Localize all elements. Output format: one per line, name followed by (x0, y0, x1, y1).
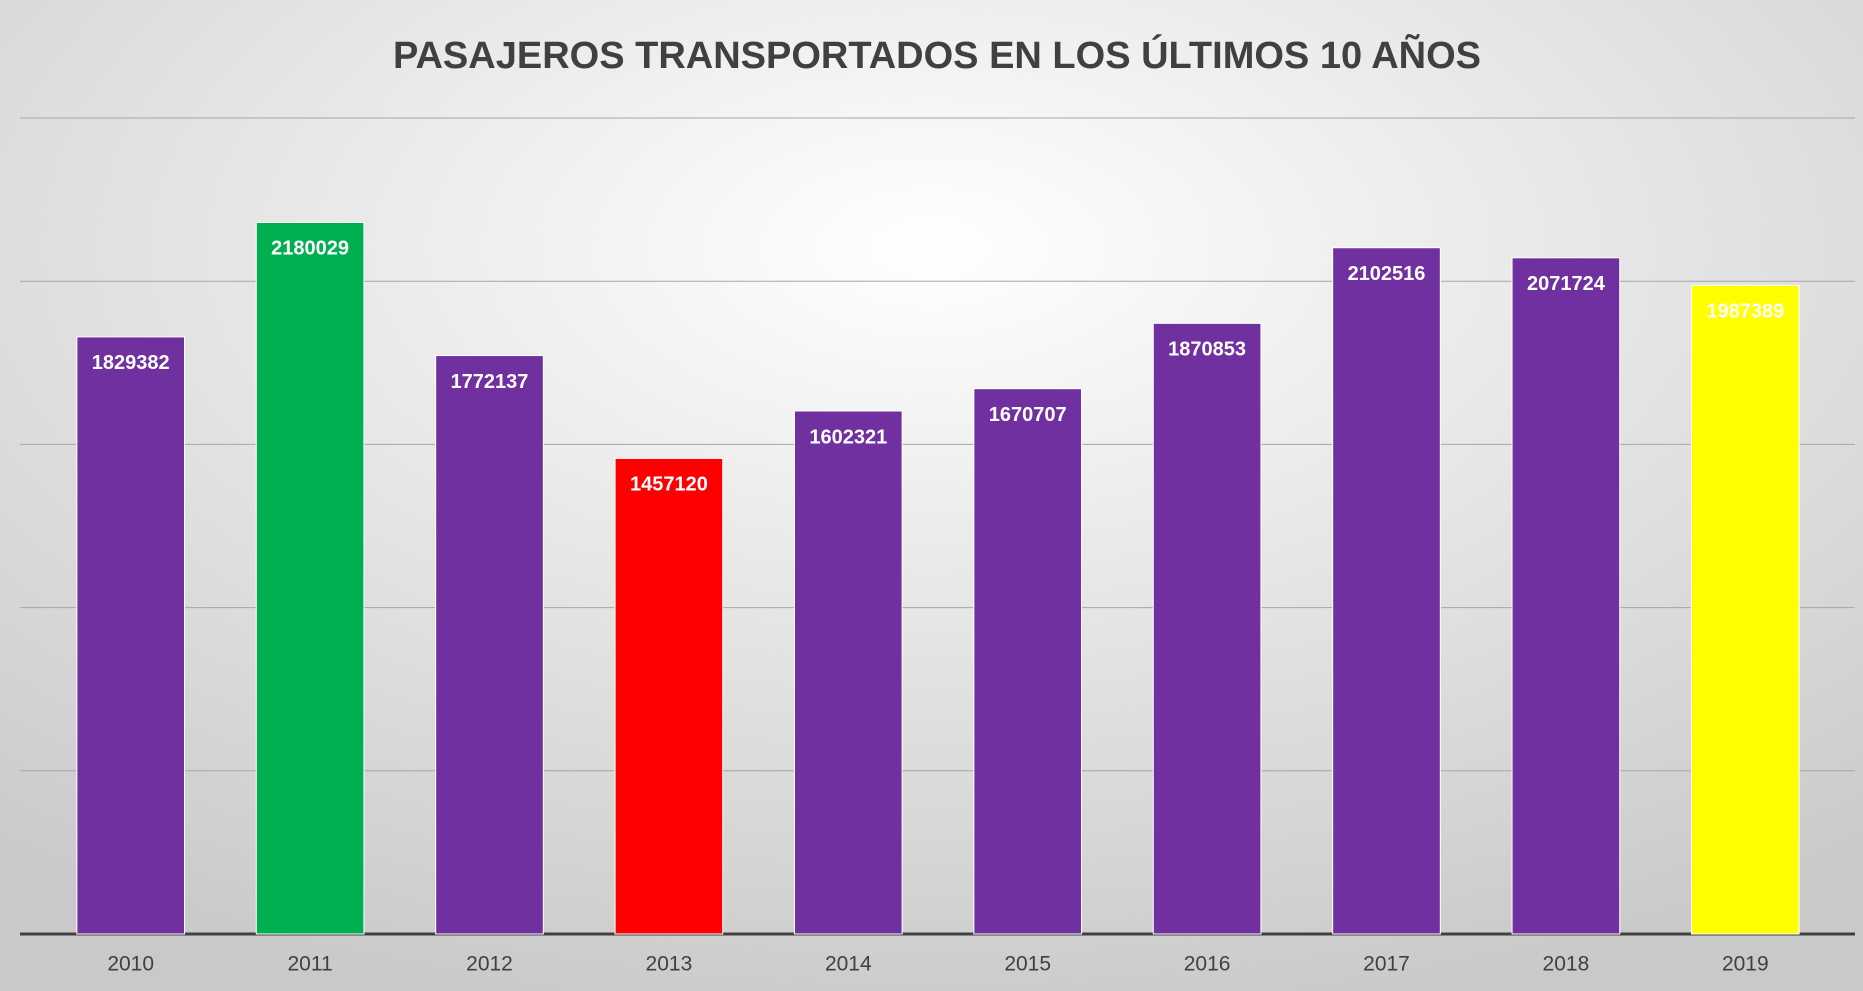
data-label: 1829382 (92, 352, 170, 374)
data-label: 1772137 (451, 371, 529, 393)
bar (614, 457, 724, 935)
x-tick-label: 2013 (646, 953, 693, 976)
x-tick-label: 2014 (825, 953, 872, 976)
x-tick-label: 2016 (1184, 953, 1231, 976)
data-label: 2180029 (271, 238, 349, 260)
bar (793, 410, 903, 935)
data-label: 2071724 (1527, 273, 1606, 295)
bar (435, 355, 544, 935)
bar (76, 336, 186, 935)
x-tick-label: 2010 (107, 953, 154, 976)
x-tick-label: 2018 (1543, 953, 1590, 976)
bar (1690, 284, 1800, 935)
bar (1332, 247, 1441, 935)
data-label: 1457120 (630, 474, 708, 496)
x-tick-label: 2017 (1363, 953, 1410, 976)
data-label: 1870853 (1168, 339, 1246, 361)
data-label: 1670707 (989, 404, 1067, 426)
x-tick-label: 2015 (1004, 953, 1051, 976)
bar (255, 221, 365, 935)
chart-title: PASAJEROS TRANSPORTADOS EN LOS ÚLTIMOS 1… (393, 33, 1481, 77)
data-label: 1987389 (1706, 301, 1784, 323)
bar (973, 388, 1083, 935)
x-tick-label: 2011 (288, 953, 333, 976)
bar (1511, 257, 1621, 935)
x-tick-label: 2012 (466, 953, 513, 976)
data-label: 1602321 (809, 426, 887, 448)
x-tick-label: 2019 (1722, 953, 1769, 976)
data-label: 2102516 (1348, 263, 1426, 285)
bar (1152, 322, 1262, 935)
